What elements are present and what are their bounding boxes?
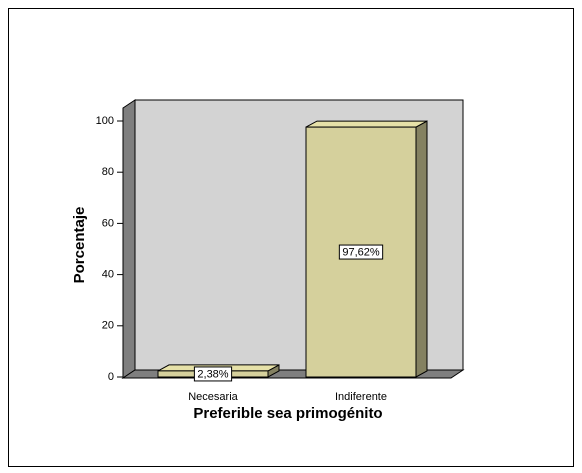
bar-side [415, 120, 428, 378]
x-tick-label: Necesaria [188, 391, 238, 403]
y-tick-label: 40 [102, 269, 114, 281]
left-wall [122, 99, 136, 379]
value-label: 97,62% [342, 246, 380, 258]
y-tick-label: 60 [102, 217, 114, 229]
y-tick-label: 20 [102, 320, 114, 332]
value-label: 2,38% [197, 368, 228, 380]
value-label-box [193, 366, 233, 382]
y-tick-label: 100 [96, 115, 114, 127]
y-axis-label: Porcentaje [71, 207, 88, 284]
x-tick-label: Indiferente [335, 391, 387, 403]
y-tick-label: 80 [102, 166, 114, 178]
x-axis-label: Preferible sea primogénito [193, 405, 382, 422]
bar-top [305, 120, 428, 128]
y-tick-label: 0 [108, 371, 114, 383]
value-label-box [338, 244, 384, 260]
